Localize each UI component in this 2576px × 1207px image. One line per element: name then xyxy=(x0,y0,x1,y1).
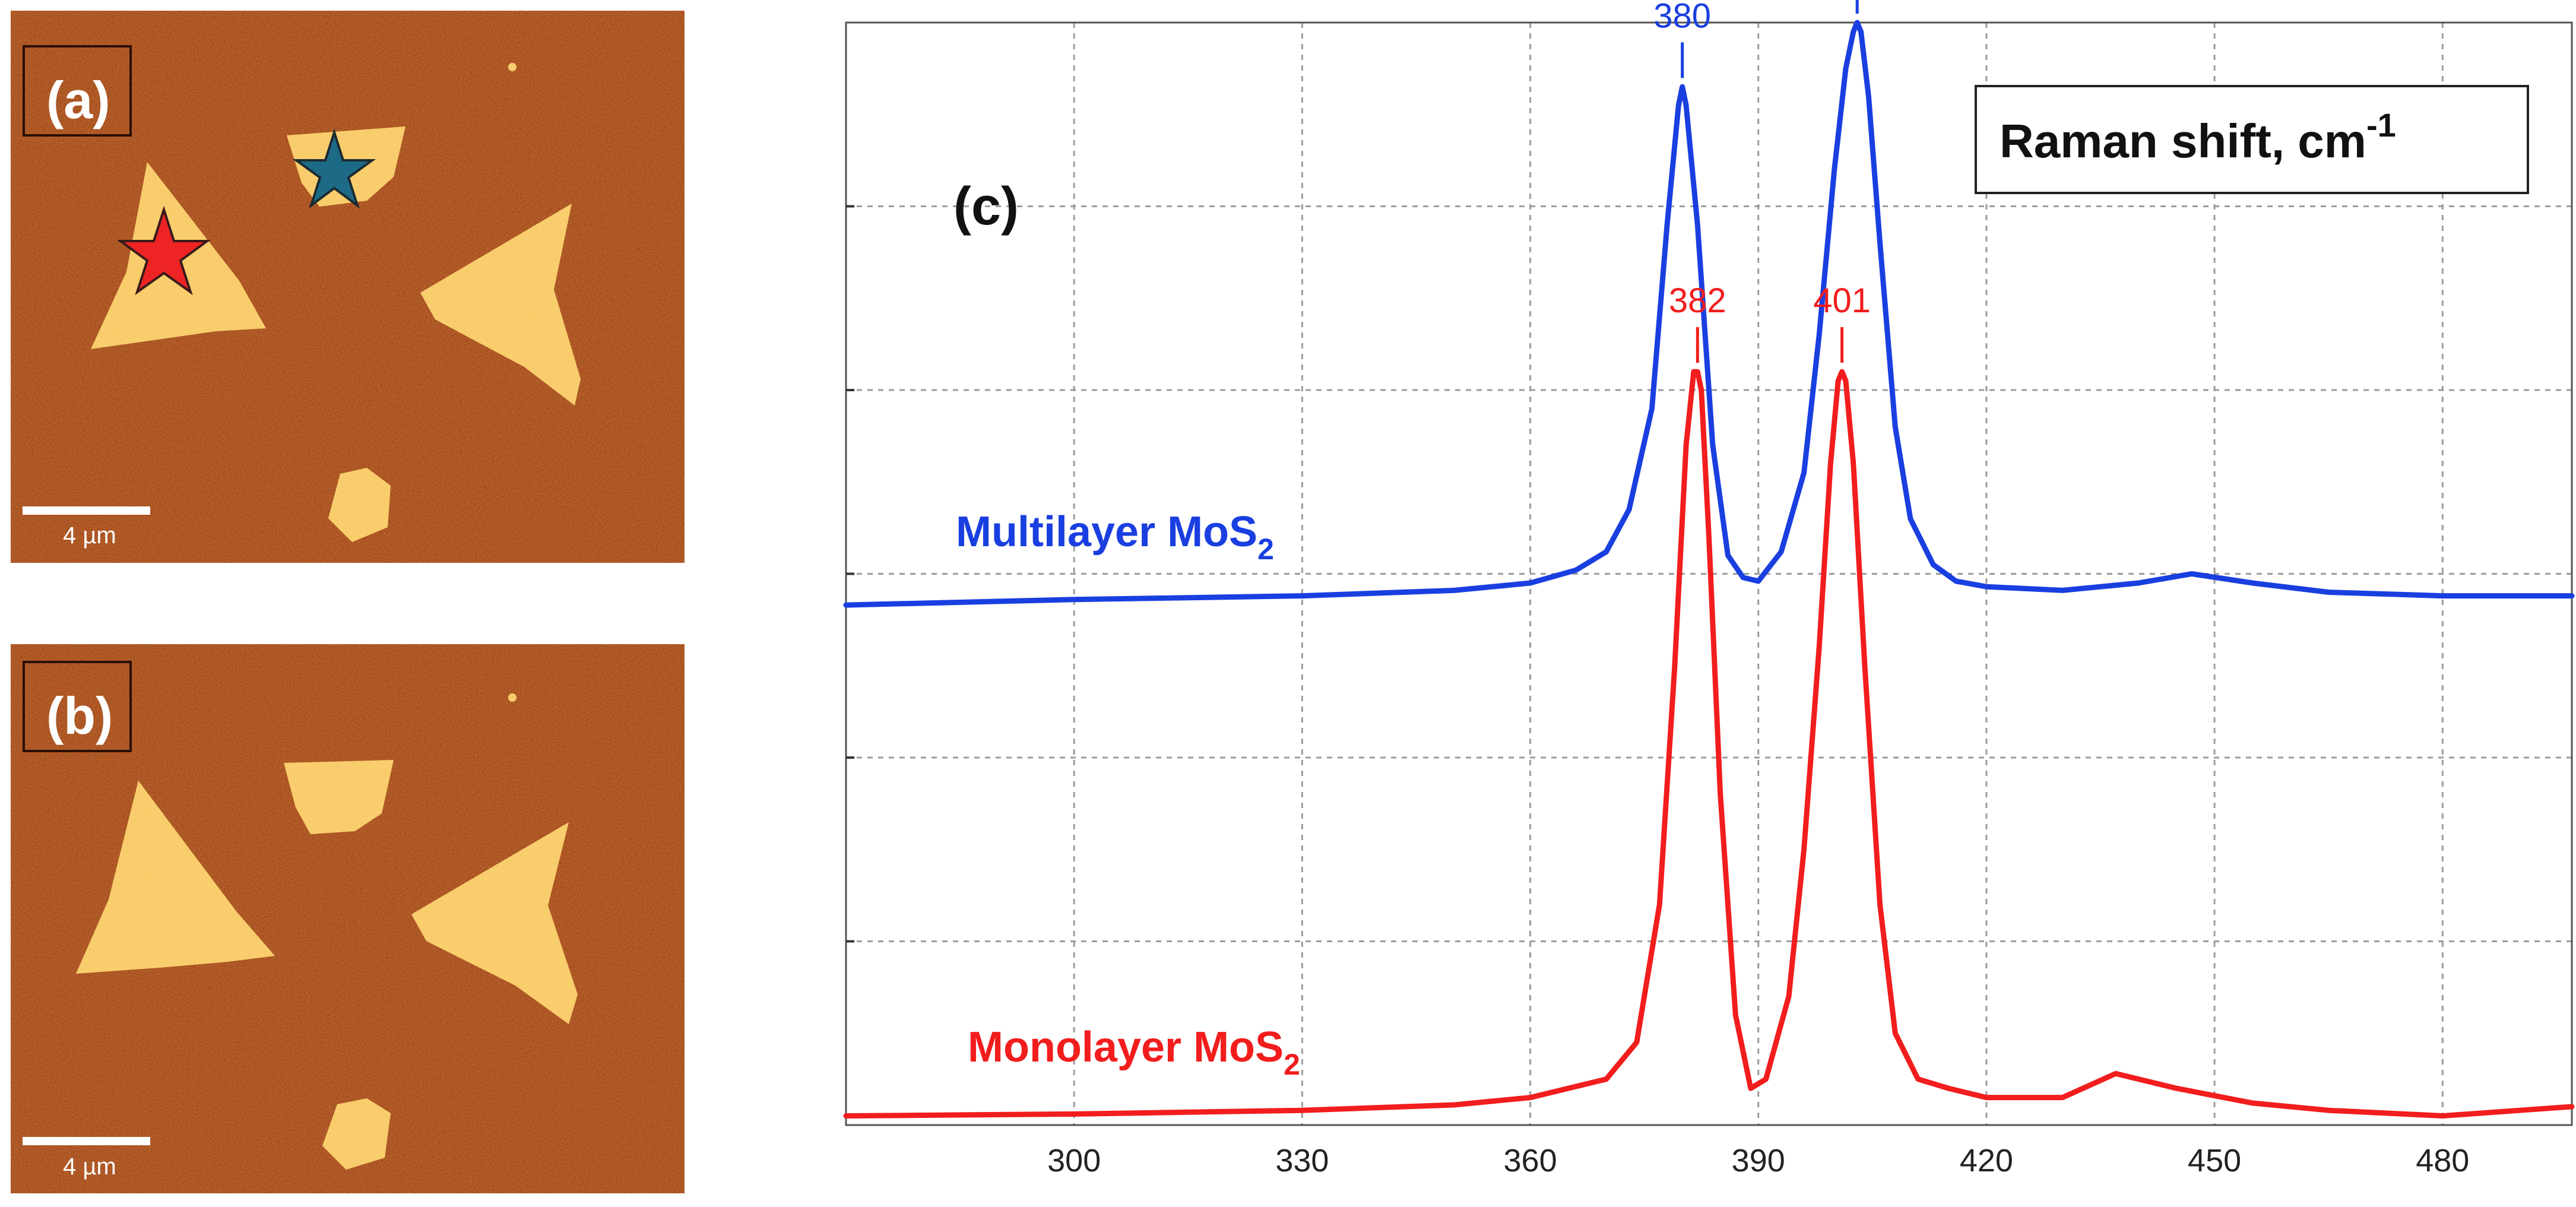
x-tick-label: 390 xyxy=(1732,1143,1785,1179)
map-b-image xyxy=(11,644,685,1193)
sem-map-b: (b) 4 µm xyxy=(11,644,685,1193)
x-tick-label: 480 xyxy=(2416,1143,2469,1179)
chart-title-text: Raman shift, cm xyxy=(2000,115,2366,167)
red-star-marker xyxy=(116,205,211,296)
panel-label-c: (c) xyxy=(953,177,1019,236)
label-box xyxy=(23,45,132,137)
chart-title: Raman shift, cm-1 xyxy=(2000,106,2396,167)
sem-map-a: (a) 4 µm xyxy=(11,11,685,563)
monolayer-label-text: Monolayer MoS xyxy=(968,1024,1284,1071)
teal-star-marker xyxy=(292,128,376,209)
monolayer-label: Monolayer MoS2 xyxy=(968,1024,1300,1081)
peak-annotations: 380403382401 xyxy=(1653,0,1871,363)
peak-label: 380 xyxy=(1653,0,1711,35)
peak-label: 382 xyxy=(1669,281,1726,320)
chart-title-superscript: -1 xyxy=(2366,106,2396,144)
monolayer-spectrum-line xyxy=(843,369,2575,1119)
x-tick-label: 450 xyxy=(2188,1143,2241,1179)
x-tick-label: 420 xyxy=(1960,1143,2013,1179)
map-a-image xyxy=(11,11,685,563)
x-tick-labels: 300 330 360 390 420 450 480 xyxy=(1047,1143,2469,1179)
peak-label: 401 xyxy=(1813,281,1871,320)
scale-bar xyxy=(23,1137,150,1145)
panel-label-b: (b) xyxy=(46,686,113,745)
y-ticks xyxy=(846,205,854,943)
scale-bar-label: 4 µm xyxy=(63,522,116,549)
label-box xyxy=(23,661,132,752)
x-tick-label: 330 xyxy=(1275,1143,1329,1179)
title-box xyxy=(1975,85,2529,194)
multilayer-spectrum-line xyxy=(843,20,2575,608)
x-tick-label: 360 xyxy=(1504,1143,1557,1179)
series xyxy=(843,20,2575,1119)
monolayer-label-subscript: 2 xyxy=(1284,1048,1300,1081)
scale-bar-label: 4 µm xyxy=(63,1154,116,1180)
x-tick-label: 300 xyxy=(1047,1143,1101,1179)
scale-bar xyxy=(23,506,150,515)
multilayer-label: Multilayer MoS2 xyxy=(956,508,1274,566)
multilayer-label-subscript: 2 xyxy=(1257,533,1274,566)
multilayer-label-text: Multilayer MoS xyxy=(956,508,1257,556)
grid xyxy=(846,23,2572,1125)
panel-label-a: (a) xyxy=(46,71,110,129)
